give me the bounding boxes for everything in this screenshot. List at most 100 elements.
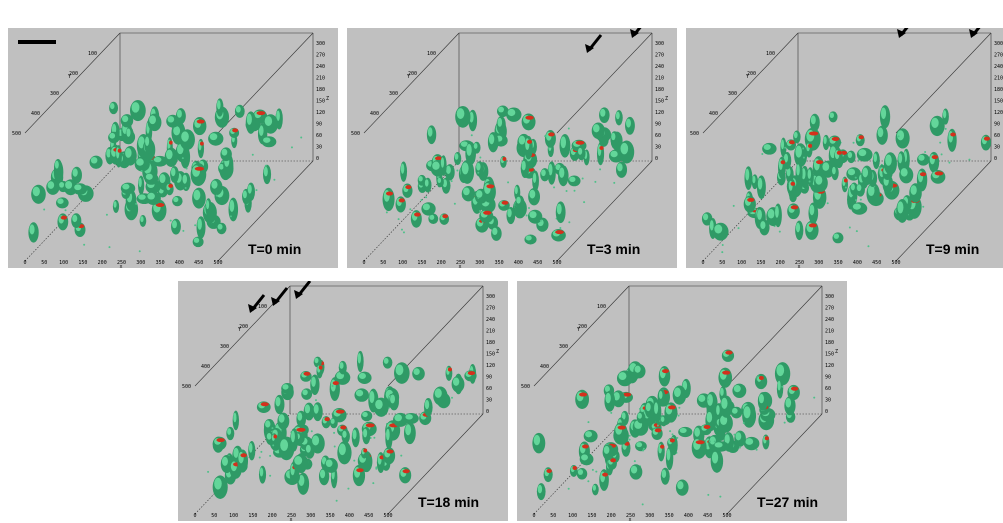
- blob-highlight: [702, 213, 709, 221]
- x-tick-label: 150: [756, 260, 765, 266]
- blob-highlight: [783, 153, 789, 163]
- speck: [169, 219, 172, 222]
- z-tick-label: 210: [825, 329, 834, 335]
- speck: [859, 198, 862, 201]
- blob-highlight: [767, 209, 775, 219]
- blob-highlight: [532, 172, 537, 183]
- x-tick-label: 450: [364, 513, 373, 519]
- blob-highlight: [405, 424, 412, 436]
- red-spot: [747, 197, 755, 202]
- red-spot: [931, 155, 939, 160]
- z-axis-label: Z: [496, 349, 499, 355]
- blob-highlight: [674, 387, 681, 398]
- speck: [333, 431, 336, 434]
- blob-highlight: [358, 372, 366, 380]
- speck: [642, 449, 645, 452]
- blob-highlight: [548, 163, 553, 176]
- x-axis-label: x: [119, 264, 122, 268]
- z-tick-label: 30: [486, 398, 492, 404]
- blob-highlight: [446, 165, 451, 174]
- red-spot: [379, 455, 385, 460]
- blob-highlight: [313, 404, 319, 414]
- red-spot: [434, 156, 443, 161]
- blob-highlight: [721, 397, 728, 409]
- blob-highlight: [488, 134, 495, 145]
- speck: [450, 180, 453, 183]
- red-spot: [385, 191, 394, 196]
- blob-highlight: [400, 163, 405, 174]
- y-tick-label: 200: [578, 324, 587, 330]
- red-spot: [602, 472, 608, 477]
- blob-highlight: [173, 196, 179, 203]
- z-tick-label: 270: [825, 306, 834, 312]
- x-tick-label: 200: [98, 260, 107, 266]
- blob-highlight: [263, 137, 271, 143]
- speck: [669, 430, 672, 433]
- speck: [784, 146, 787, 149]
- blob-highlight: [339, 362, 344, 369]
- blob-highlight: [636, 442, 643, 448]
- blob-highlight: [620, 142, 629, 155]
- speck: [678, 406, 681, 409]
- red-spot: [808, 143, 813, 148]
- speck: [347, 487, 350, 490]
- speck: [610, 411, 613, 414]
- z-tick-label: 240: [316, 64, 325, 70]
- blob-highlight: [122, 183, 130, 190]
- blob-highlight: [422, 203, 430, 211]
- speck: [826, 202, 829, 205]
- x-tick-label: 50: [550, 513, 556, 519]
- blob-highlight: [211, 180, 218, 189]
- blob-highlight: [302, 389, 308, 396]
- blob-highlight: [603, 445, 610, 454]
- panel: 0 50 100 150 200 250 300 350 400 450 500x100200300…: [178, 281, 508, 521]
- blob-highlight: [298, 474, 305, 486]
- blob-highlight: [466, 144, 472, 156]
- speck: [939, 141, 942, 144]
- speck: [719, 495, 722, 498]
- y-axis-label: Y: [407, 74, 410, 80]
- speck: [852, 141, 855, 144]
- x-tick-label: 200: [607, 513, 616, 519]
- red-spot: [808, 131, 819, 136]
- blob-highlight: [235, 106, 241, 113]
- speck: [425, 196, 428, 199]
- red-spot: [232, 128, 239, 133]
- z-tick-label: 300: [486, 294, 495, 300]
- x-tick-label: 250: [287, 513, 296, 519]
- z-tick-label: 90: [486, 375, 492, 381]
- box-edge: [363, 32, 460, 134]
- speck: [813, 396, 816, 399]
- arrow-head: [585, 44, 594, 53]
- speck: [948, 161, 951, 164]
- z-tick-label: 0: [486, 409, 489, 415]
- blob-highlight: [555, 164, 561, 171]
- blob-highlight: [216, 100, 221, 110]
- y-tick-label: 400: [201, 364, 210, 370]
- speck: [848, 226, 851, 229]
- red-spot: [790, 386, 799, 391]
- red-spot: [703, 424, 711, 429]
- z-tick-label: 210: [994, 76, 1003, 82]
- blob-highlight: [369, 391, 375, 403]
- speck: [138, 250, 141, 253]
- blob-highlight: [763, 144, 771, 150]
- blob-highlight: [140, 216, 144, 223]
- speck: [544, 135, 547, 138]
- z-tick-label: 150: [994, 99, 1003, 105]
- x-tick-label: 100: [229, 513, 238, 519]
- z-tick-label: 90: [655, 122, 661, 128]
- red-spot: [273, 434, 278, 439]
- red-spot: [575, 140, 585, 145]
- blob-highlight: [205, 200, 210, 210]
- red-spot: [303, 371, 311, 376]
- blob-highlight: [247, 184, 252, 194]
- red-spot: [555, 230, 564, 235]
- blob-highlight: [263, 166, 268, 177]
- speck: [400, 228, 403, 231]
- x-tick-label: 0: [362, 260, 365, 266]
- blob-highlight: [440, 157, 445, 168]
- x-tick-label: 500: [722, 513, 731, 519]
- blob-highlight: [59, 182, 65, 188]
- blob-highlight: [145, 136, 150, 147]
